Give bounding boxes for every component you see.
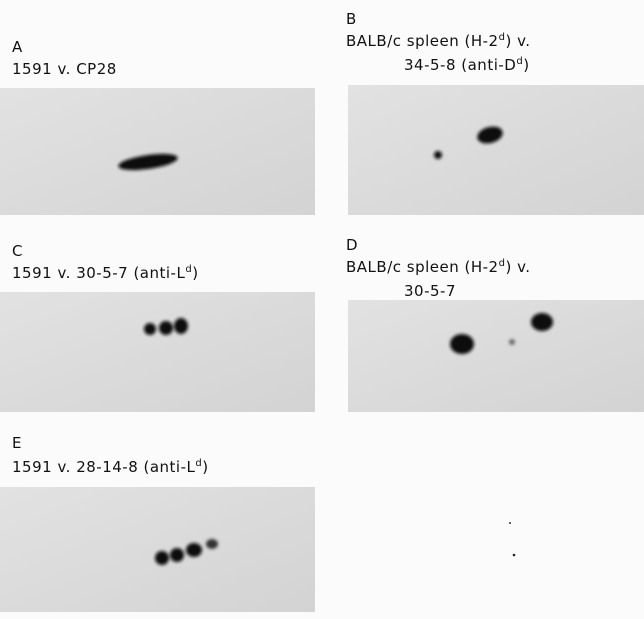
panel-letter: B (346, 10, 357, 28)
title-text: BALB/c spleen (H-2 (346, 32, 499, 50)
title-text: 1591 v. 28-14-8 (anti-L (12, 458, 196, 476)
superscript: d (195, 458, 203, 469)
panel-title: 34-5-8 (anti-Dd) (404, 56, 530, 74)
blot-b (348, 85, 644, 215)
panel-title: 1591 v. CP28 (12, 60, 117, 78)
panel-title: 1591 v. 30-5-7 (anti-Ld) (12, 264, 199, 282)
panel-title: BALB/c spleen (H-2d) v. (346, 258, 531, 276)
title-text: ) (192, 264, 199, 282)
specks (509, 522, 516, 557)
blot-d (348, 300, 644, 412)
superscript: d (498, 32, 506, 43)
superscript: d (498, 258, 506, 269)
title-text: 30-5-7 (404, 282, 456, 300)
title-text: ) v. (505, 258, 531, 276)
superscript: d (185, 264, 193, 275)
title-text: ) (202, 458, 209, 476)
blot-e (0, 487, 315, 612)
title-text: ) (523, 56, 530, 74)
panel-title: 30-5-7 (404, 282, 456, 300)
title-text: BALB/c spleen (H-2 (346, 258, 499, 276)
panel-letter: E (12, 434, 22, 452)
panel-letter: C (12, 242, 23, 260)
title-text: 1591 v. CP28 (12, 60, 117, 78)
blot-c (0, 292, 315, 412)
panel-title: BALB/c spleen (H-2d) v. (346, 32, 531, 50)
panel-letter: D (346, 236, 359, 254)
blot-a (0, 88, 315, 215)
superscript: d (516, 56, 524, 67)
title-text: 34-5-8 (anti-D (404, 56, 517, 74)
title-text: 1591 v. 30-5-7 (anti-L (12, 264, 186, 282)
panel-letter: A (12, 38, 23, 56)
title-text: ) v. (505, 32, 531, 50)
panel-title: 1591 v. 28-14-8 (anti-Ld) (12, 458, 209, 476)
